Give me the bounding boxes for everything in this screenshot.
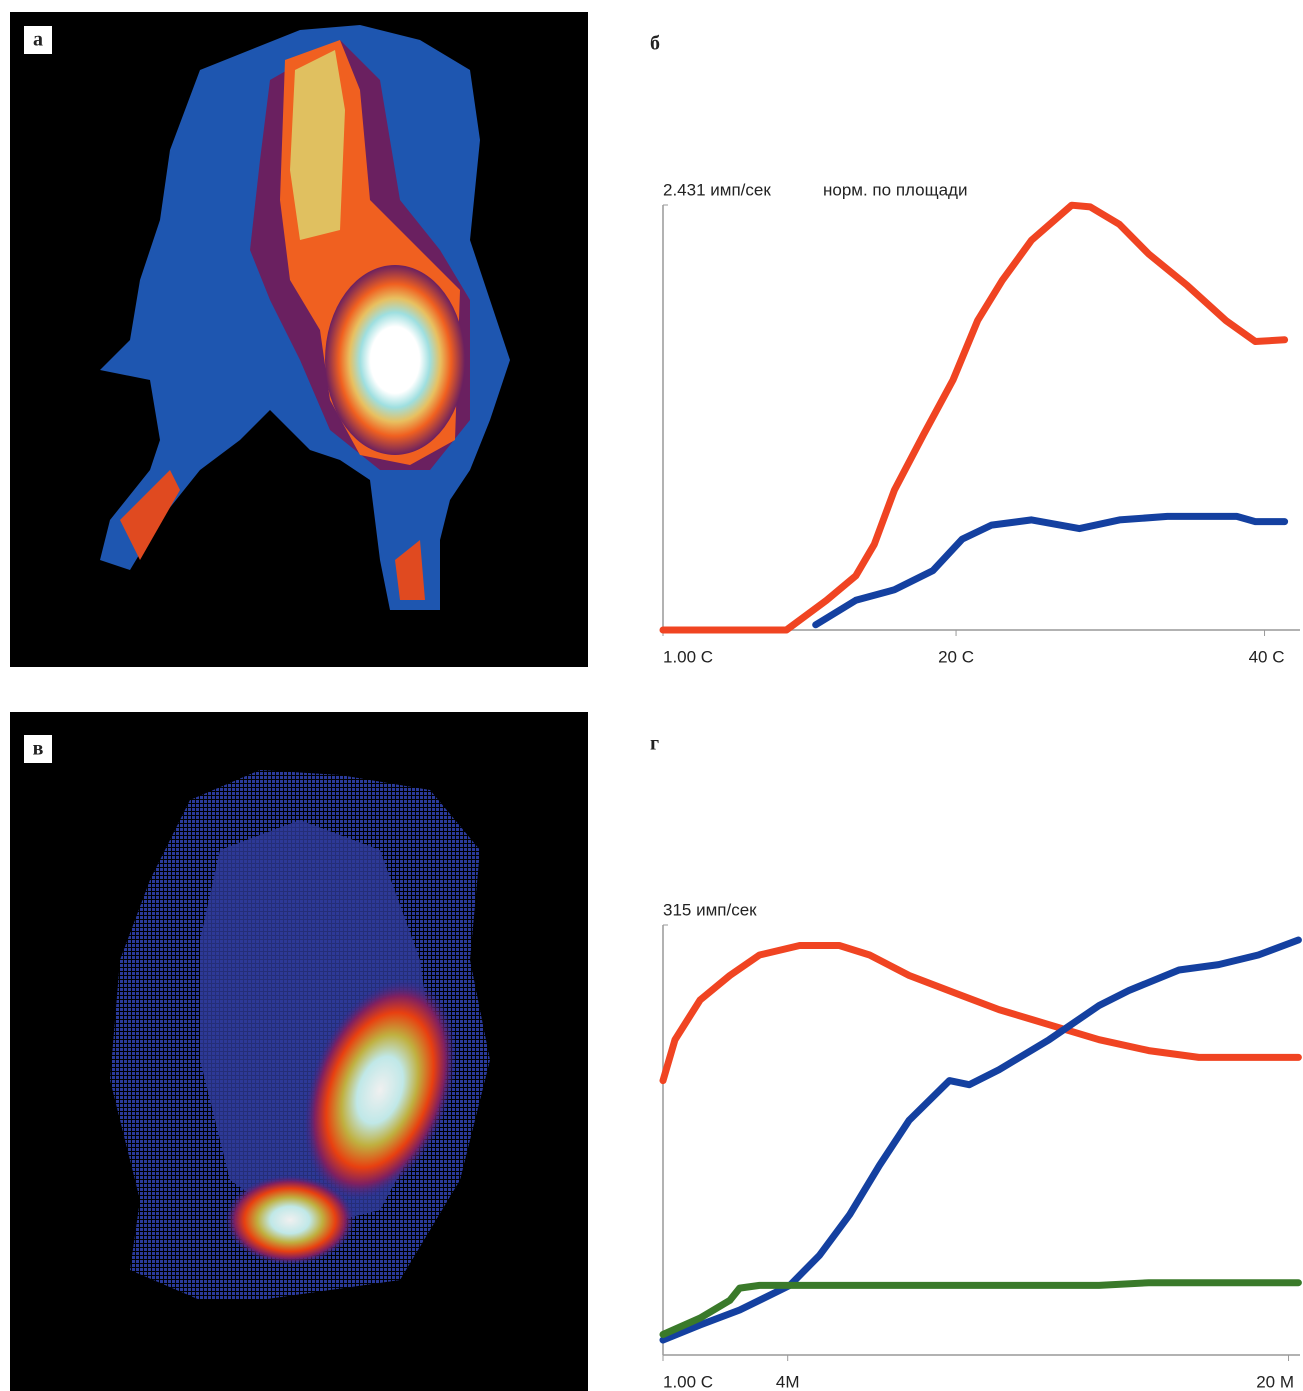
- series-line: [659, 936, 1302, 1344]
- scan-blob: [110, 770, 490, 1300]
- panel-label: а: [33, 29, 43, 51]
- x-tick-label: 4М: [776, 1372, 800, 1391]
- scan-blob: [100, 25, 510, 610]
- x-tick-label: 20 М: [1256, 1372, 1294, 1391]
- x-tick-label: 20 С: [938, 647, 974, 666]
- y-tick-label: 315 имп/сек: [663, 900, 757, 919]
- chart-subtitle: норм. по площади: [823, 180, 967, 199]
- x-tick-label: 40 С: [1249, 647, 1285, 666]
- panel-label: б: [650, 33, 660, 55]
- series-line: [659, 201, 1289, 634]
- x-tick-label: 1.00 С: [663, 1372, 713, 1391]
- y-tick-label: 2.431 имп/сек: [663, 180, 771, 199]
- x-tick-label: 1.00 С: [663, 647, 713, 666]
- series-line: [659, 942, 1302, 1085]
- series-line: [659, 1279, 1302, 1338]
- panel-label: г: [650, 733, 659, 755]
- series-line: [812, 512, 1289, 629]
- panel-label: в: [33, 738, 44, 760]
